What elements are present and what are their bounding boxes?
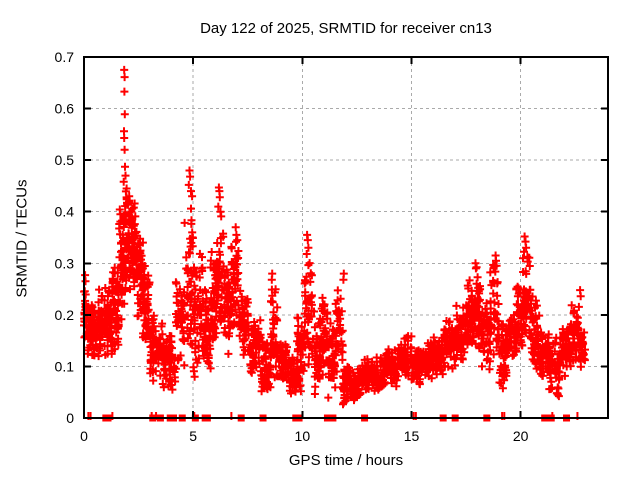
plot-frame xyxy=(83,56,609,419)
y-tick-label-0.4: 0.4 xyxy=(55,204,75,220)
x-tick-label-20: 20 xyxy=(513,428,529,444)
x-tick-label-5: 5 xyxy=(189,428,197,444)
x-tick-label-0: 0 xyxy=(80,428,88,444)
y-tick-label-0.2: 0.2 xyxy=(55,307,75,323)
y-tick-label-0.6: 0.6 xyxy=(55,101,75,117)
y-tick-label-0: 0 xyxy=(66,410,74,426)
tick-labels: 0 0.1 0.2 0.3 0.4 0.5 0.6 0.7 0 5 10 15 20 xyxy=(55,49,529,444)
y-tick-label-0.7: 0.7 xyxy=(55,49,75,65)
y-tick-label-0.1: 0.1 xyxy=(55,358,75,374)
y-tick-label-0.5: 0.5 xyxy=(55,152,75,168)
x-axis-label: GPS time / hours xyxy=(288,452,404,469)
x-tick-label-15: 15 xyxy=(404,428,420,444)
chart-title: Day 122 of 2025, SRMTID for receiver cn1… xyxy=(200,20,492,37)
y-tick-label-0.3: 0.3 xyxy=(55,255,75,271)
x-tick-label-10: 10 xyxy=(295,428,311,444)
data-points xyxy=(80,65,589,409)
zero-markers xyxy=(87,412,579,422)
